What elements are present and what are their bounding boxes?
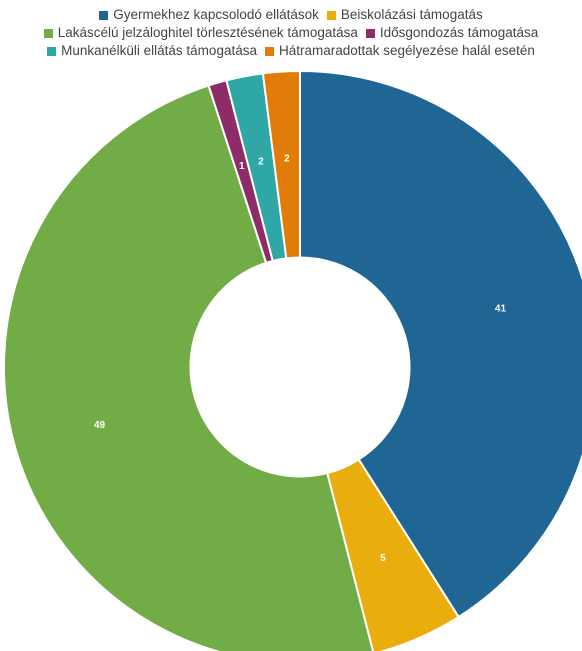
- legend-swatch: [326, 10, 336, 20]
- legend-row: Munkanélküli ellátás támogatása Hátramar…: [0, 42, 582, 60]
- legend-item-gyermekhez: Gyermekhez kapcsolodó ellátások: [99, 6, 319, 24]
- legend-label: Munkanélküli ellátás támogatása: [61, 43, 257, 58]
- donut-slice: [326, 458, 460, 651]
- legend-item-hatramaradottak: Hátramaradottak segélyezése halál esetén: [264, 42, 535, 60]
- legend-item-munkanelkuli: Munkanélküli ellátás támogatása: [47, 42, 257, 60]
- donut-slice: [299, 69, 582, 619]
- legend-swatch: [365, 28, 375, 38]
- legend-label: Gyermekhez kapcsolodó ellátások: [113, 7, 319, 22]
- donut-slice: [3, 84, 374, 651]
- legend-swatch: [99, 10, 109, 20]
- legend-swatch: [47, 46, 57, 56]
- legend-swatch: [43, 28, 53, 38]
- legend-item-idosgondozas: Idősgondozás támogatása: [365, 24, 539, 42]
- legend-label: Beiskolázási támogatás: [340, 7, 483, 22]
- slice-value-label: 2: [284, 153, 290, 164]
- legend-label: Lakáscélú jelzáloghitel törlesztésének t…: [57, 25, 358, 40]
- slice-value-label: 2: [258, 157, 264, 168]
- legend-label: Hátramaradottak segélyezése halál esetén: [278, 43, 535, 58]
- chart-legend: Gyermekhez kapcsolodó ellátások Beiskolá…: [0, 6, 582, 60]
- legend-row: Gyermekhez kapcsolodó ellátások Beiskolá…: [0, 6, 582, 24]
- slice-value-label: 5: [380, 553, 386, 564]
- slice-value-label: 41: [495, 303, 507, 314]
- slice-value-label: 49: [94, 420, 106, 431]
- legend-swatch: [264, 46, 274, 56]
- legend-item-beiskolazasi: Beiskolázási támogatás: [326, 6, 483, 24]
- legend-label: Idősgondozás támogatása: [379, 25, 539, 40]
- slice-value-label: 1: [239, 161, 245, 172]
- legend-item-lakascelu: Lakáscélú jelzáloghitel törlesztésének t…: [43, 24, 358, 42]
- donut-slice: [261, 69, 301, 260]
- legend-row: Lakáscélú jelzáloghitel törlesztésének t…: [0, 24, 582, 42]
